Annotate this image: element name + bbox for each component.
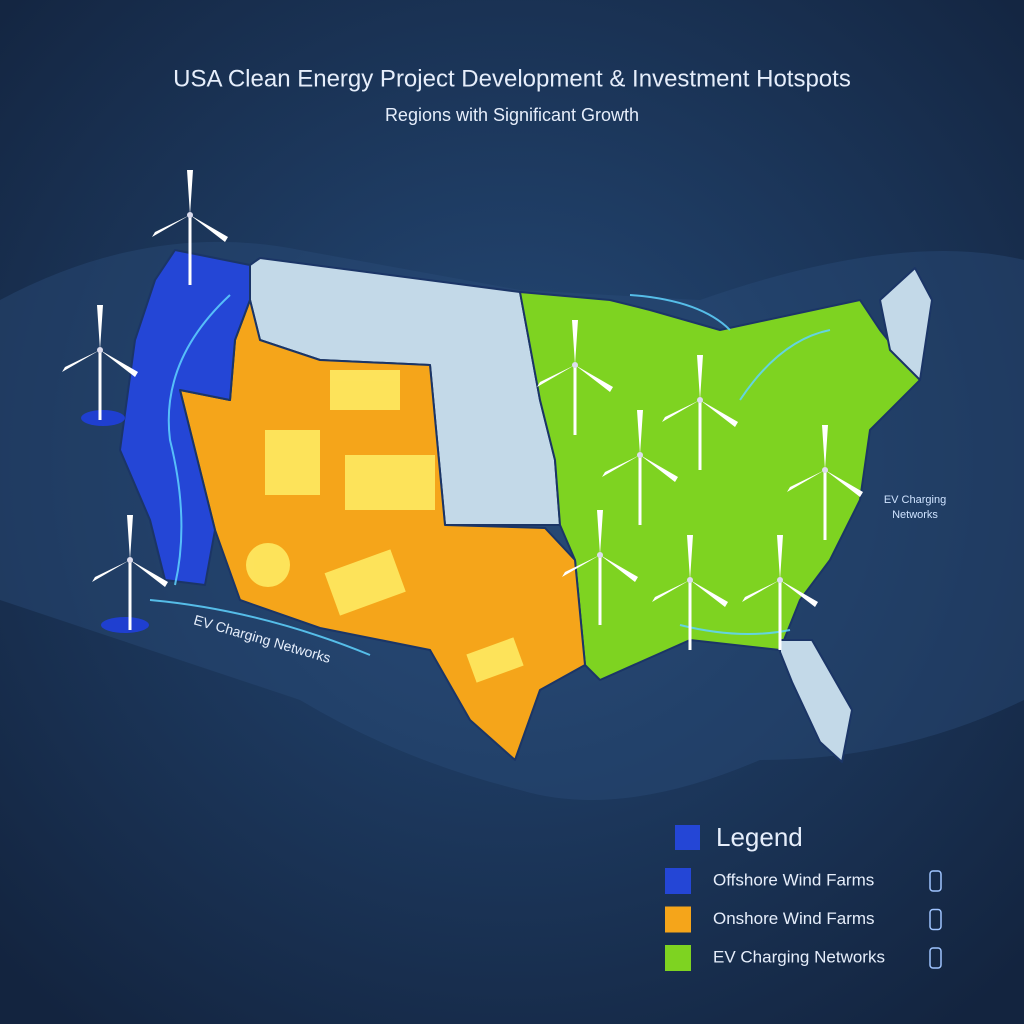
legend-icon (929, 947, 942, 969)
offshore-base (101, 617, 149, 633)
legend-icon (929, 870, 942, 892)
legend-label: EV Charging Networks (713, 947, 885, 966)
sun-icon (246, 543, 290, 587)
legend-swatch (675, 825, 700, 850)
east-region (519, 291, 921, 681)
route-line (167, 294, 231, 586)
solar-panel (330, 370, 400, 410)
solar-icons (246, 370, 524, 683)
legend: Offshore Wind Farms Onshore Wind Farms EV … (665, 868, 942, 971)
title: USA Clean Energy Project Development & I… (173, 65, 851, 92)
legend-swatch (665, 945, 691, 971)
legend-icon (929, 908, 942, 931)
solar-panel (345, 455, 435, 510)
legend-swatch (665, 868, 691, 894)
solar-panel (265, 430, 320, 495)
legend-title: Legend (716, 822, 803, 852)
offshore-base (81, 410, 125, 426)
solar-panel (324, 549, 406, 616)
subtitle: Regions with Significant Growth (385, 105, 639, 125)
legend-label: Onshore Wind Farms (713, 909, 875, 928)
route-line (629, 294, 731, 331)
new-england (879, 267, 933, 381)
west-coast-region (119, 249, 251, 586)
route-line (149, 599, 371, 656)
route-line (739, 329, 831, 401)
legend-swatch (665, 906, 691, 933)
legend-label: Offshore Wind Farms (713, 870, 874, 889)
annotation: EV Charging Networks (883, 494, 947, 521)
florida (779, 639, 853, 763)
solar-panel (466, 637, 524, 683)
